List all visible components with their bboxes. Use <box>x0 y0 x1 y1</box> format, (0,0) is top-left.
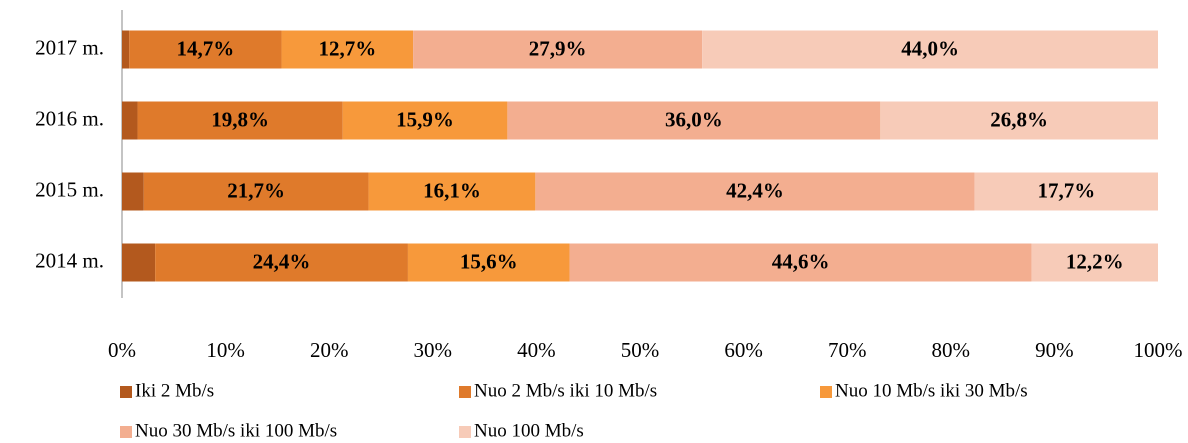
bar-segment <box>535 172 975 211</box>
bar-segment <box>880 101 1158 140</box>
legend-swatch <box>120 426 132 438</box>
bar-segment <box>413 30 703 69</box>
legend-label: Iki 2 Mb/s <box>135 380 214 401</box>
bar-segment <box>129 30 282 69</box>
data-label: 19,8% <box>211 107 269 131</box>
bar-segment <box>122 243 156 282</box>
bar-segment <box>974 172 1158 211</box>
legend-label: Nuo 100 Mb/s <box>474 420 584 441</box>
bar-segment <box>1031 243 1158 282</box>
x-tick-label: 40% <box>517 338 556 362</box>
bar-segment <box>702 30 1158 69</box>
data-label: 12,2% <box>1066 249 1124 273</box>
legend-swatch <box>459 426 471 438</box>
y-tick-label: 2016 m. <box>35 106 104 130</box>
data-label: 27,9% <box>529 36 587 60</box>
x-tick-label: 50% <box>621 338 660 362</box>
x-tick-label: 60% <box>724 338 763 362</box>
x-tick-label: 90% <box>1035 338 1074 362</box>
bar-segment <box>137 101 343 140</box>
x-tick-label: 10% <box>206 338 245 362</box>
bar-segment <box>569 243 1032 282</box>
data-label: 24,4% <box>253 249 311 273</box>
x-tick-label: 30% <box>414 338 453 362</box>
legend-swatch <box>820 386 832 398</box>
bar-segment <box>281 30 414 69</box>
bar-segment <box>122 30 130 69</box>
legend-swatch <box>120 386 132 398</box>
data-label: 44,0% <box>901 36 959 60</box>
data-label: 15,9% <box>396 107 454 131</box>
bar-segment <box>143 172 369 211</box>
bar-segment <box>507 101 881 140</box>
data-label: 21,7% <box>227 178 285 202</box>
x-tick-label: 20% <box>310 338 349 362</box>
data-label: 12,7% <box>318 36 376 60</box>
legend-label: Nuo 2 Mb/s iki 10 Mb/s <box>474 380 657 401</box>
data-label: 17,7% <box>1037 178 1095 202</box>
bar-segment <box>155 243 408 282</box>
data-label: 16,1% <box>423 178 481 202</box>
data-label: 14,7% <box>177 36 235 60</box>
bar-segment <box>342 101 508 140</box>
x-tick-label: 80% <box>932 338 971 362</box>
data-label: 26,8% <box>990 107 1048 131</box>
y-tick-label: 2017 m. <box>35 35 104 59</box>
x-tick-label: 100% <box>1134 338 1183 362</box>
data-label: 42,4% <box>726 178 784 202</box>
y-tick-label: 2014 m. <box>35 248 104 272</box>
bar-segment <box>122 172 144 211</box>
data-label: 15,6% <box>460 249 518 273</box>
bar-segment <box>122 101 138 140</box>
bar-segment <box>407 243 570 282</box>
legend-label: Nuo 30 Mb/s iki 100 Mb/s <box>135 420 337 441</box>
x-tick-label: 70% <box>828 338 867 362</box>
data-label: 44,6% <box>772 249 830 273</box>
y-tick-label: 2015 m. <box>35 177 104 201</box>
data-label: 36,0% <box>665 107 723 131</box>
legend-label: Nuo 10 Mb/s iki 30 Mb/s <box>835 380 1028 401</box>
legend-swatch <box>459 386 471 398</box>
bar-segment <box>368 172 536 211</box>
x-tick-label: 0% <box>108 338 136 362</box>
